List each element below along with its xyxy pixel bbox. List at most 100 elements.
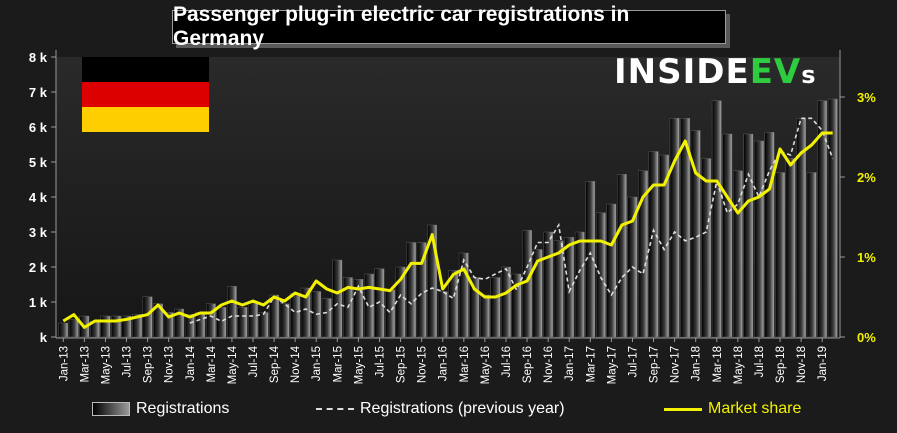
right-tick-label: 2% [857,170,876,185]
bar-Oct-15 [406,242,416,338]
bar-Nov-17 [669,118,680,338]
bar-Dec-17 [680,118,691,338]
left-tick-label: 4 k [29,190,48,205]
x-tick-label: May-13 [100,346,112,384]
x-tick-label: Sep-18 [775,346,787,383]
bar-Apr-18 [722,133,733,338]
bar-Aug-15 [385,289,395,338]
x-tick-label: May-17 [606,346,618,384]
bar-Nov-15 [416,242,427,338]
bar-Mar-15 [332,259,343,338]
bar-Nov-14 [290,293,301,338]
x-tick-label: Nov-13 [164,346,176,383]
legend-bar-swatch [92,402,130,416]
logo-tail: s [801,61,817,89]
bar-Jun-16 [490,277,501,338]
bar-Feb-18 [701,158,712,338]
x-tick-label: Sep-15 [396,346,408,383]
right-tick-label: 3% [857,90,876,105]
x-tick-label: Mar-16 [459,346,471,382]
x-tick-label: Jan-15 [311,346,323,381]
bar-Oct-17 [659,154,669,338]
legend-previous-year: Registrations (previous year) [316,398,565,420]
bar-Jul-13 [121,315,132,338]
bar-Feb-19 [827,98,838,338]
x-tick-label: Mar-18 [712,346,724,382]
bar-Oct-14 [279,303,290,338]
x-tick-label: Jul-13 [122,346,134,377]
bar-Jan-13 [58,322,69,338]
bar-Aug-17 [638,170,648,338]
left-tick-label: 6 k [29,120,48,135]
x-tick-label: Jan-16 [438,346,450,381]
x-tick-label: Sep-16 [522,346,534,383]
bar-May-15 [353,279,364,338]
tick-labels-group: k 1 k 2 k 3 k 4 k 5 k 6 k 7 k 8 k 0% 1% 2% 3% Jan-13 M… [29,50,876,384]
bar-Jan-18 [690,130,701,338]
bar-May-14 [226,286,237,338]
x-tick-label: Jul-18 [754,346,766,377]
bar-Apr-17 [596,212,606,338]
x-tick-label: May-16 [480,346,492,384]
left-tick-label: k [40,330,48,345]
bar-Jul-16 [501,266,511,338]
bar-Jun-18 [743,133,754,338]
bar-Sep-14 [269,294,279,338]
axes-group [51,50,845,342]
left-tick-label: 8 k [29,50,48,65]
bar-Dec-16 [553,240,564,338]
left-tick-label: 1 k [29,295,48,310]
bar-Sep-17 [648,151,659,338]
bar-Feb-13 [68,319,79,338]
bar-Jul-15 [374,268,385,338]
bar-Aug-14 [258,312,269,338]
bar-Feb-16 [448,270,459,338]
bar-Jan-14 [184,314,195,338]
x-tick-label: Jan-17 [564,346,576,381]
bar-Feb-17 [574,231,585,338]
flag-stripe-gold [82,107,209,132]
legend-dash-swatch [316,408,354,410]
bar-Dec-13 [174,308,185,338]
x-tick-label: Nov-17 [670,346,682,383]
x-tick-label: Sep-17 [649,346,661,383]
right-tick-label: 0% [857,330,876,345]
x-tick-label: Jul-16 [501,346,513,377]
left-tick-label: 2 k [29,260,48,275]
x-tick-label: Jan-14 [185,345,197,381]
bar-Nov-13 [163,312,174,338]
x-tick-label: Jan-13 [58,346,70,381]
x-tick-label: Mar-15 [332,346,344,382]
legend-previous-year-label: Registrations (previous year) [360,400,565,417]
bar-Feb-14 [195,312,206,338]
bar-Dec-14 [300,287,311,338]
x-tick-label: Jan-19 [817,346,829,381]
bar-Mar-18 [711,100,722,338]
legend-market-share-label: Market share [708,400,802,417]
x-tick-label: Jan-18 [691,346,703,381]
legend-registrations: Registrations [92,398,229,420]
bar-Oct-18 [785,158,796,338]
bar-Jul-14 [248,301,258,338]
bar-May-16 [480,294,490,338]
bar-May-17 [606,203,617,338]
bar-Oct-16 [532,249,543,338]
legend-market-share: Market share [664,398,801,420]
x-tick-label: Nov-15 [417,346,429,383]
right-tick-label: 1% [857,250,876,265]
flag-stripe-black [82,57,209,82]
x-tick-label: May-18 [733,346,745,384]
flag-stripe-red [82,82,209,107]
legend-registrations-label: Registrations [136,400,230,417]
bar-Nov-16 [543,231,554,338]
bar-Apr-14 [216,307,227,338]
bar-Feb-15 [321,298,332,338]
bar-Jul-18 [754,140,764,338]
x-tick-label: May-15 [353,346,365,384]
x-tick-label: Jul-17 [627,346,639,377]
x-tick-label: Nov-18 [796,346,808,383]
previous-year-line [189,117,834,324]
bars-group [58,98,838,338]
x-tick-label: Jul-15 [374,346,386,377]
x-tick-label: Jul-14 [248,345,260,377]
